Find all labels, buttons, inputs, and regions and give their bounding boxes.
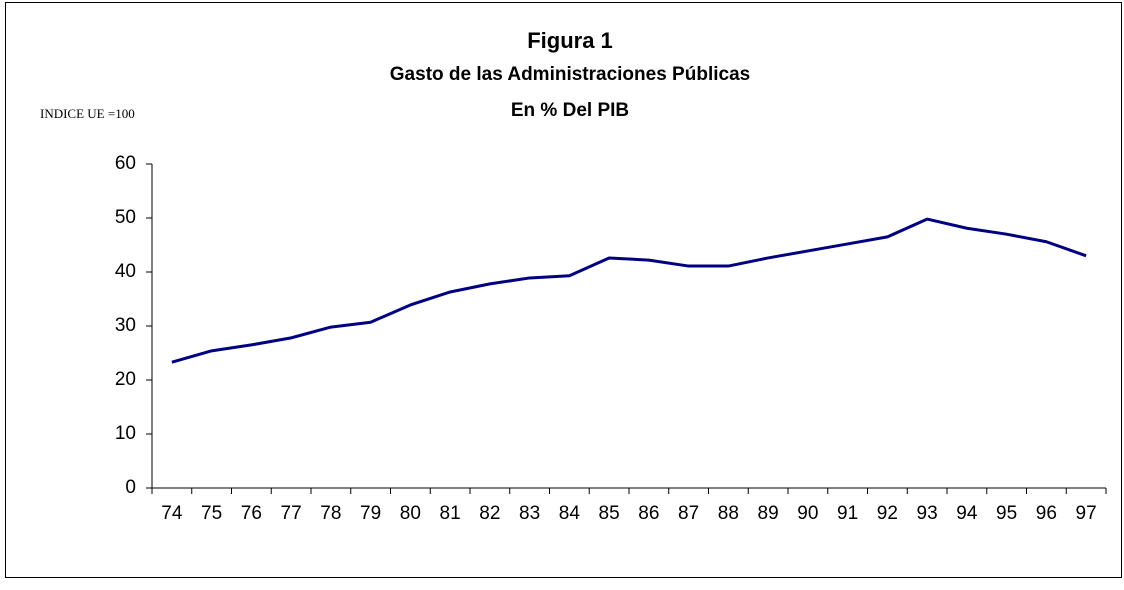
x-tick-label: 82: [479, 503, 500, 524]
y-tick-label: 0: [125, 477, 136, 498]
x-tick-label: 97: [1076, 503, 1097, 524]
chart-subtitle: Gasto de las Administraciones Públicas: [390, 64, 750, 85]
y-axis-label: INDICE UE =100: [40, 106, 135, 121]
x-tick-label: 94: [956, 503, 978, 524]
y-tick-label: 60: [115, 153, 136, 174]
line-series: [171, 217, 1087, 364]
chart-subtitle: En % Del PIB: [511, 100, 629, 121]
x-tick-label: 76: [241, 503, 262, 524]
y-tick-label: 30: [115, 315, 136, 336]
x-tick-label: 93: [917, 503, 938, 524]
chart-frame: [5, 2, 1122, 578]
x-tick-label: 85: [599, 503, 620, 524]
x-tick-label: 78: [320, 503, 341, 524]
y-tick-label: 10: [115, 423, 136, 444]
x-tick-label: 89: [758, 503, 779, 524]
x-tick-label: 80: [400, 503, 421, 524]
x-tick-label: 86: [638, 503, 659, 524]
x-tick-label: 79: [360, 503, 381, 524]
x-tick-label: 88: [718, 503, 739, 524]
x-tick-label: 91: [837, 503, 858, 524]
x-tick-label: 83: [519, 503, 540, 524]
x-tick-label: 90: [797, 503, 818, 524]
y-tick-label: 20: [115, 369, 136, 390]
x-tick-label: 75: [201, 503, 222, 524]
x-tick-label: 96: [1036, 503, 1057, 524]
x-tick-label: 92: [877, 503, 898, 524]
x-tick-label: 84: [559, 503, 581, 524]
x-tick-label: 77: [281, 503, 302, 524]
chart-title: Figura 1: [527, 28, 613, 53]
x-tick-label: 95: [996, 503, 1017, 524]
x-tick-label: 74: [161, 503, 183, 524]
y-tick-label: 50: [115, 207, 136, 228]
x-tick-label: 81: [440, 503, 461, 524]
x-tick-label: 87: [678, 503, 699, 524]
y-tick-label: 40: [115, 261, 136, 282]
